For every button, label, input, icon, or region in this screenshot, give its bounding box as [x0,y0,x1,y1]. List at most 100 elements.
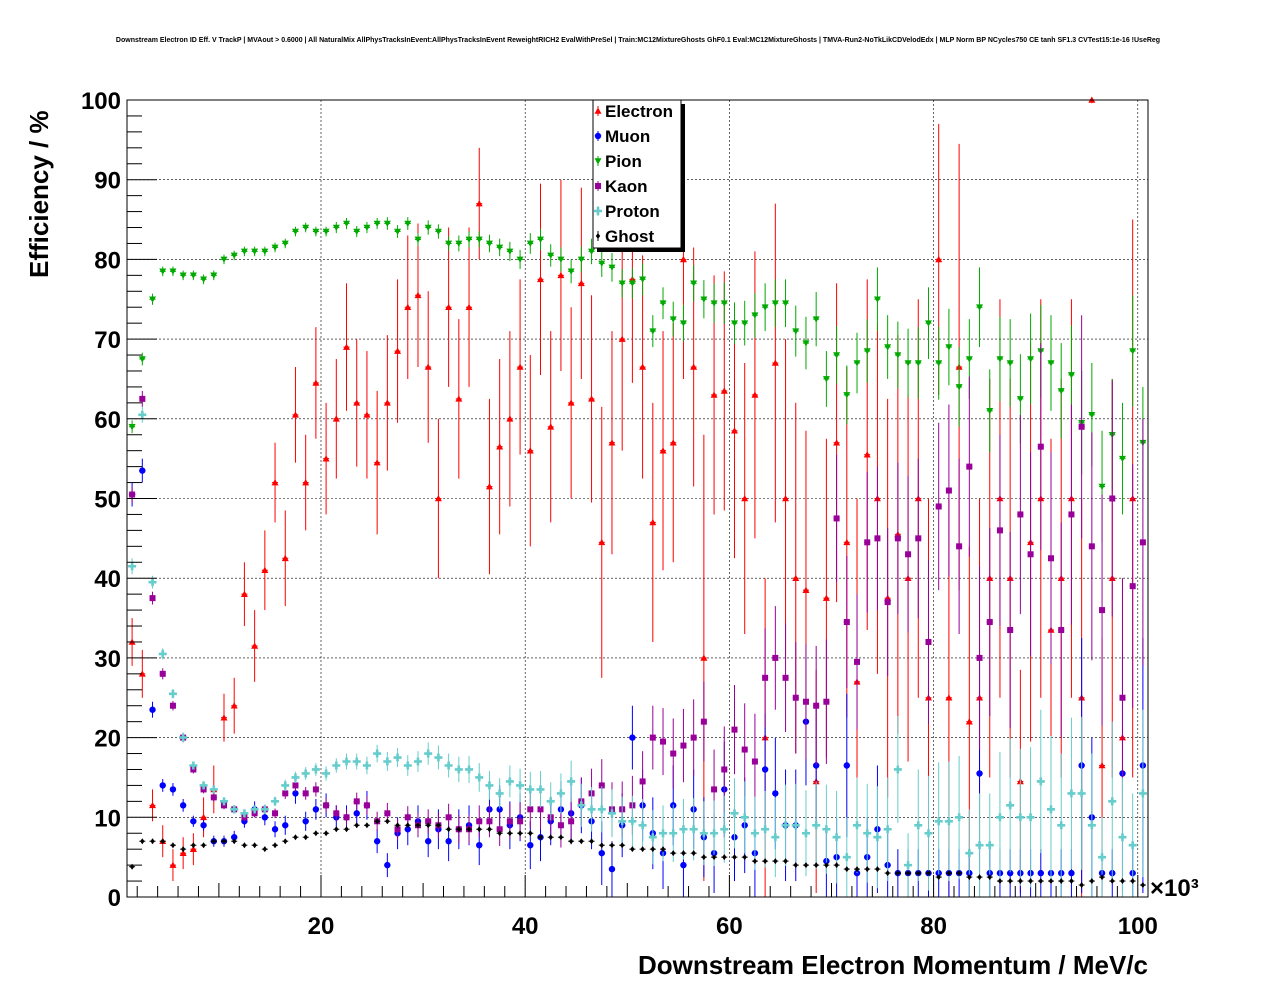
kaon-point [874,535,881,542]
proton-point [648,833,657,842]
ghost-point [1007,878,1013,885]
pion-point [1088,412,1096,419]
ghost-point [436,822,441,829]
pion-point [404,220,412,228]
electron-point [189,845,197,852]
legend-electron-marker [594,107,602,114]
pion-point [322,228,330,236]
ghost-point [1069,878,1074,885]
kaon-point [905,551,912,558]
pion-point [537,236,545,243]
ghost-point [762,858,768,865]
proton-point [1057,821,1066,830]
kaon-point [302,790,309,797]
ghost-point [681,850,686,857]
ghost-point [956,870,962,877]
pion-point [516,256,524,263]
proton-point [301,769,310,778]
chart-title: Downstream Electron ID Eff. V TrackP | M… [116,37,1160,44]
ghost-point [548,834,553,841]
proton-point [189,761,198,770]
pion-point [884,344,892,351]
pion-point [598,260,606,267]
ghost-point [1140,882,1146,889]
electron-point [1098,761,1106,769]
kaon-point [833,515,840,522]
series-proton [128,406,1147,897]
y-tick-label: 90 [94,168,121,195]
proton-point [1087,821,1096,830]
ghost-point [1099,874,1105,881]
proton-point [536,785,545,794]
kaon-point [568,818,575,825]
ghost-point [1130,878,1135,885]
electron-point [424,363,432,370]
muon-point [292,790,299,797]
pion-point [291,228,299,236]
proton-point [710,829,719,838]
proton-point [1036,777,1045,786]
kaon-point [139,395,146,402]
y-tick-label: 10 [94,805,121,832]
pion-point [628,280,636,287]
kaon-point [394,826,401,833]
proton-point [832,833,841,842]
x-tick-label: 40 [512,913,539,940]
kaon-point [966,463,973,470]
electron-point [363,411,371,418]
ghost-point [487,826,492,833]
proton-point [618,817,627,826]
ghost-point [640,846,645,853]
muon-point [373,838,381,845]
electron-point [792,574,800,581]
kaon-point [1078,423,1085,430]
ghost-point [926,870,931,877]
electron-point [516,363,524,370]
kaon-point [476,818,483,825]
ghost-point [967,874,972,881]
legend-kaon-marker [595,183,601,189]
pion-point [434,228,442,236]
kaon-point [169,702,176,709]
electron-point [251,642,259,649]
pion-point [863,348,871,355]
ghost-point [528,830,533,837]
kaon-point [721,766,728,773]
ghost-point [303,834,308,841]
proton-point [362,761,371,770]
electron-point [782,495,790,502]
proton-point [1118,833,1127,842]
muon-point [1068,869,1075,877]
kaon-point [506,818,513,825]
pion-point [945,344,953,351]
pion-point [261,248,269,255]
pion-point [996,356,1004,363]
ghost-point [242,842,247,849]
muon-point [976,770,983,777]
ghost-point [180,846,186,853]
kaon-point [731,726,738,733]
electron-point [302,479,310,486]
proton-point [597,805,606,814]
ghost-point [905,870,911,877]
electron-point [281,554,289,562]
pion-point [1016,396,1024,403]
pion-point [353,228,361,236]
proton-point [179,733,188,742]
proton-point [495,789,504,798]
muon-point [680,861,687,869]
proton-point [853,821,862,830]
electron-point [710,391,718,398]
ghost-point [497,830,502,837]
ghost-point [313,830,319,837]
kaon-point [1017,511,1024,518]
ghost-point [619,842,625,849]
kaon-point [1048,555,1055,562]
pion-point [200,276,208,283]
proton-point [516,781,525,790]
ghost-point [323,830,329,837]
proton-point [393,753,402,762]
kaon-point [598,782,605,789]
kaon-point [690,734,697,741]
